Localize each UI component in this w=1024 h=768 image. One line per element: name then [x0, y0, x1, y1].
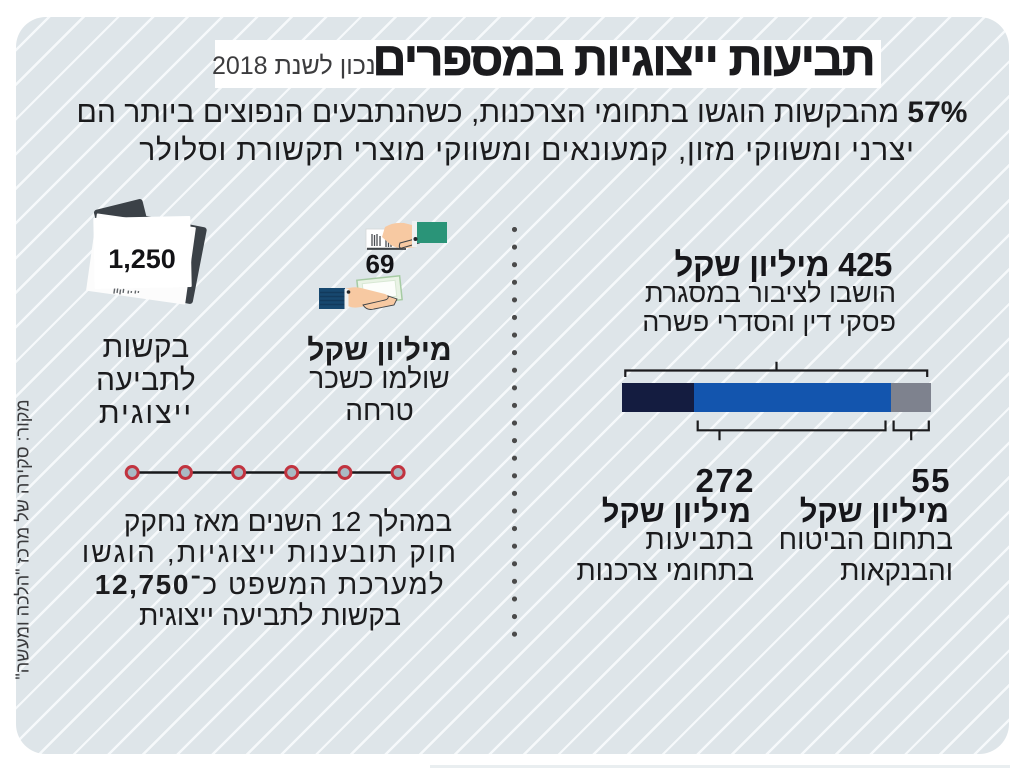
svg-text:1,250: 1,250 — [108, 244, 176, 274]
